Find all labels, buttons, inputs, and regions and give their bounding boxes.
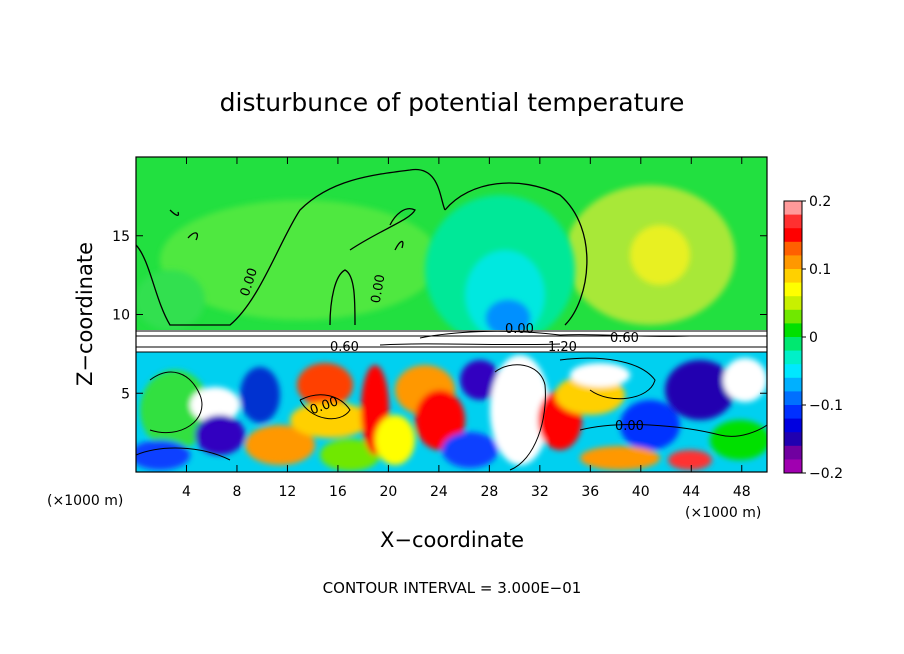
x-axis-left-unit: (×1000 m) [47,493,123,509]
anomaly-patch [195,415,245,455]
colorbar-segment [784,391,802,406]
anomaly-patch [245,425,315,465]
x-tick-label: 36 [581,484,599,500]
x-tick-label: 16 [329,484,347,500]
colorbar-tick-label: 0.2 [809,194,831,210]
contour-lines [136,330,767,471]
anomaly-patch [160,200,440,320]
colorbar-segment [784,405,802,420]
colorbar-segment [784,296,802,311]
x-tick-label: 28 [480,484,498,500]
anomaly-patch [668,450,712,470]
contour-interval-note: CONTOUR INTERVAL = 3.000E−01 [323,579,582,597]
anomaly-patch [442,432,498,468]
colorbar-segment [784,269,802,284]
colorbar-segment [784,377,802,392]
contour-label: 0.00 [505,322,534,337]
colorbar-tick-label: −0.2 [809,466,843,482]
colorbar-segment [784,350,802,365]
z-axis-unit: (×1000 m) [685,505,761,521]
x-tick-label: 24 [430,484,448,500]
heatmap-field: 0.00 0.00 0.00 0.60 0.60 1.20 0.00 0.00 [136,157,767,472]
anomaly-patch [140,370,210,450]
x-tick-label: 8 [232,484,241,500]
colorbar-tick-label: 0.1 [809,262,831,278]
anomaly-patch [136,440,190,470]
y-tick-label: 5 [121,386,130,402]
colorbar-segment [784,364,802,379]
anomaly-patch [580,446,660,470]
colorbar-ticks: 0.2 0.1 0 −0.1 −0.2 [802,194,843,482]
y-axis: 5 10 15 [112,229,767,402]
anomaly-patch [290,402,370,438]
x-tick-label: 12 [279,484,297,500]
colorbar [783,200,803,474]
x-tick-label: 48 [733,484,751,500]
contour-label: 0.60 [610,331,639,346]
anomaly-patch [710,420,767,460]
anomaly-patch [486,300,530,336]
colorbar-segment [784,337,802,352]
contour-label: 0.00 [615,419,644,434]
x-tick-label: 32 [531,484,549,500]
x-axis-title: X−coordinate [380,528,524,552]
anomaly-patch [723,358,767,402]
colorbar-segment [784,432,802,447]
anomaly-patch [415,390,465,450]
colorbar-segment [784,255,802,270]
colorbar-segment [784,241,802,256]
x-tick-label: 20 [379,484,397,500]
anomaly-patch [240,367,280,423]
contour-label: 0.60 [330,340,359,355]
colorbar-tick-label: 0 [809,330,818,346]
y-tick-label: 15 [112,229,130,245]
x-tick-label: 4 [182,484,191,500]
x-tick-label: 44 [682,484,700,500]
chart-title: disturbunce of potential temperature [220,88,685,117]
colorbar-segment [784,445,802,460]
colorbar-segment [784,309,802,324]
colorbar-segment [784,323,802,338]
y-tick-label: 10 [112,308,130,324]
anomaly-patch [490,355,550,465]
colorbar-segment [784,282,802,297]
anomaly-patch [665,360,735,420]
anomaly-patch [320,439,380,471]
anomaly-patch [190,387,240,423]
anomaly-patch [630,225,690,285]
contour-label: 1.20 [548,340,577,355]
colorbar-segment [784,201,802,216]
contour-lines [136,169,588,326]
anomaly-patch [460,360,500,400]
colorbar-segment [784,228,802,243]
anomaly-patch [375,415,415,465]
anomaly-patch [570,363,630,387]
contour-label: 0.00 [369,273,389,304]
colorbar-segment [784,214,802,229]
colorbar-segment [784,459,802,474]
y-axis-title: Z−coordinate [73,242,97,386]
colorbar-segment [784,418,802,433]
colorbar-tick-label: −0.1 [809,398,843,414]
x-axis: 4 8 12 16 20 24 28 32 36 40 44 48 [182,157,751,500]
anomaly-patch [136,270,205,330]
x-tick-label: 40 [632,484,650,500]
